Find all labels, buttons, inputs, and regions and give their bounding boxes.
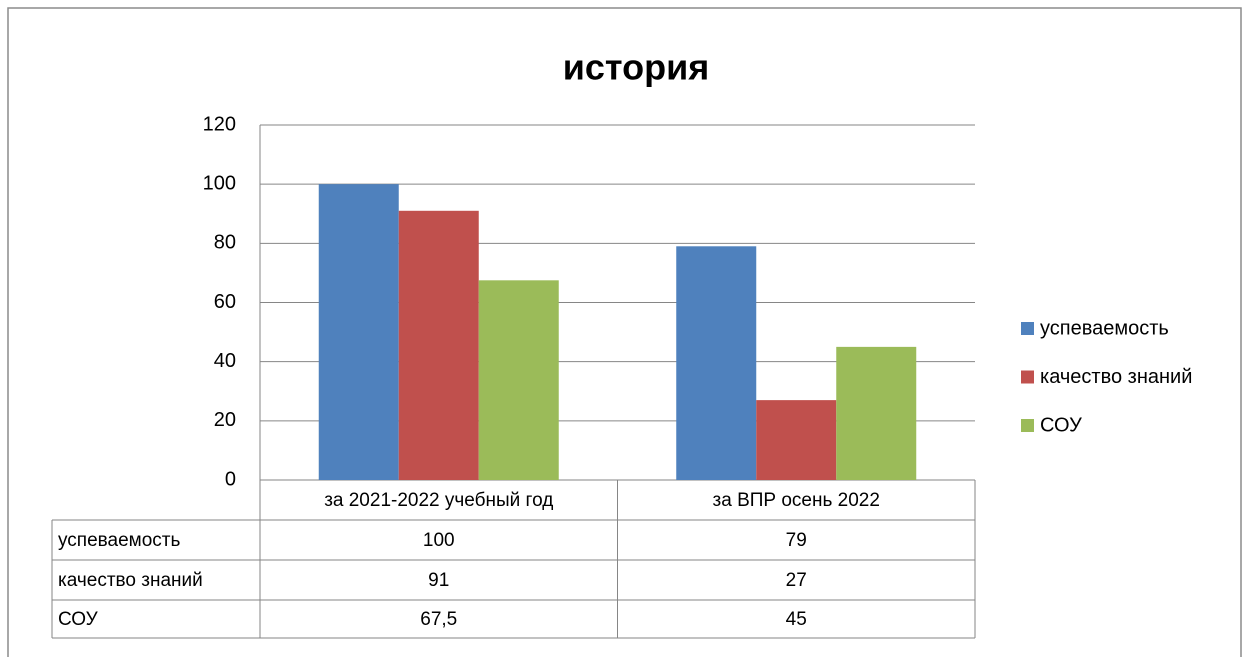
legend-swatch — [1021, 322, 1034, 335]
x-tick-label: за 2021-2022 учебный год — [324, 490, 553, 511]
legend-swatch — [1021, 370, 1034, 384]
y-tick-label: 100 — [203, 172, 236, 194]
y-tick-label: 80 — [214, 232, 236, 254]
y-tick-label: 20 — [214, 409, 236, 431]
legend-label: успеваемость — [1040, 317, 1169, 339]
bar — [398, 210, 479, 480]
x-tick-label: за ВПР осень 2022 — [713, 490, 880, 511]
table-row-label: СОУ — [58, 609, 99, 630]
table-row-label: успеваемость — [58, 530, 180, 551]
bar — [676, 246, 757, 480]
table-cell: 79 — [786, 530, 807, 551]
legend-label: качество знаний — [1040, 366, 1192, 388]
y-tick-label: 60 — [214, 291, 236, 313]
legend-swatch — [1021, 419, 1034, 432]
chart-frame — [7, 7, 1242, 657]
bar — [478, 280, 559, 480]
bar — [836, 346, 917, 480]
y-tick-label: 40 — [214, 350, 236, 372]
bar — [318, 184, 399, 480]
table-row-label: качество знаний — [58, 570, 203, 591]
y-tick-label: 120 — [203, 113, 236, 135]
table-cell: 27 — [786, 570, 807, 591]
table-cell: 45 — [786, 609, 807, 630]
chart-title: история — [563, 47, 709, 88]
y-tick-label: 0 — [225, 468, 236, 490]
legend-label: СОУ — [1040, 414, 1082, 436]
bar — [756, 400, 837, 480]
table-cell: 100 — [423, 530, 455, 551]
table-cell: 91 — [428, 570, 449, 591]
table-cell: 67,5 — [420, 609, 457, 630]
